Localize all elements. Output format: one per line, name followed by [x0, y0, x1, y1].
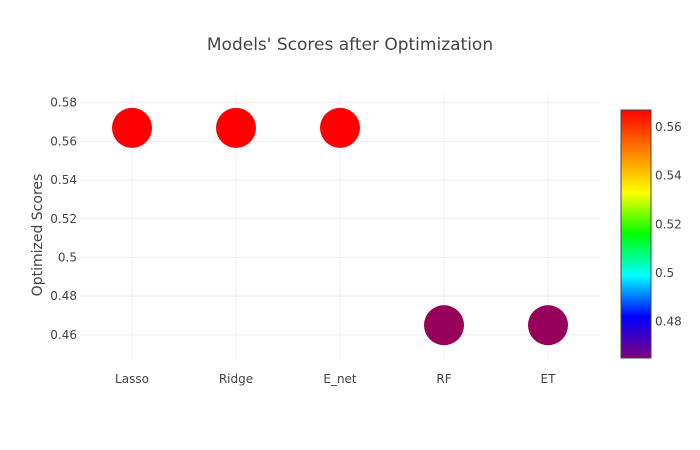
y-tick-label: 0.46 — [50, 328, 77, 342]
x-tick-label: RF — [436, 372, 451, 386]
markers — [112, 107, 568, 346]
data-point-e-net — [320, 107, 360, 148]
y-tick-label: 0.54 — [50, 173, 77, 187]
y-tick-label: 0.52 — [50, 212, 77, 226]
data-point-rf — [424, 305, 464, 346]
x-tick-label: E_net — [323, 372, 357, 386]
colorbar-tick-labels: 0.48 0.5 0.52 0.54 0.56 — [655, 120, 682, 329]
x-tick-label: Lasso — [115, 372, 149, 386]
y-tick-label: 0.48 — [50, 289, 77, 303]
x-tick-label: ET — [541, 372, 557, 386]
y-tick-label: 0.58 — [50, 96, 77, 110]
colorbar-tick-label: 0.48 — [655, 315, 682, 329]
chart-title: Models' Scores after Optimization — [207, 35, 493, 55]
colorbar-tick-label: 0.5 — [655, 266, 674, 280]
colorbar-gradient — [620, 109, 652, 359]
x-tick-labels: Lasso Ridge E_net RF ET — [115, 372, 556, 386]
colorbar-tick-label: 0.54 — [655, 169, 682, 183]
data-point-et — [528, 305, 568, 346]
x-tick-label: Ridge — [219, 372, 253, 386]
data-point-ridge — [216, 107, 256, 148]
colorbar-tick-label: 0.52 — [655, 217, 682, 231]
y-tick-labels: 0.46 0.48 0.5 0.52 0.54 0.56 0.58 — [50, 96, 77, 342]
y-axis-title: Optimized Scores — [30, 174, 46, 297]
y-tick-label: 0.56 — [50, 134, 77, 148]
colorbar-tick-label: 0.56 — [655, 120, 682, 134]
colorbar: 0.48 0.5 0.52 0.54 0.56 — [620, 109, 682, 359]
y-tick-label: 0.5 — [58, 250, 77, 264]
data-point-lasso — [112, 107, 152, 148]
